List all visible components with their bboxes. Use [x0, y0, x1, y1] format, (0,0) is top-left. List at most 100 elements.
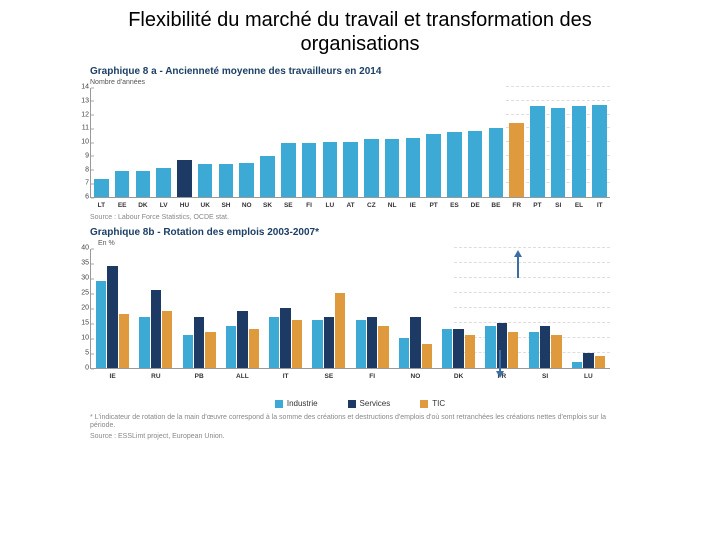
page-title: Flexibilité du marché du travail et tran…: [0, 0, 720, 60]
bar: [364, 139, 379, 197]
x-category-label: IT: [589, 202, 610, 209]
bar-slot: LV: [153, 88, 174, 197]
chart-a-plot: 67891011121314LTEEDKLVHUUKSHNOSKSEFILUAT…: [90, 88, 610, 198]
bar: [119, 314, 129, 368]
x-category-label: PT: [423, 202, 444, 209]
x-category-label: IT: [264, 373, 307, 380]
ytick: 8: [75, 166, 89, 173]
bar: [151, 290, 161, 368]
x-category-label: NL: [382, 202, 403, 209]
bar-group: FI: [351, 249, 394, 368]
chart-a: Graphique 8 a - Ancienneté moyenne des t…: [0, 66, 720, 221]
ytick: 35: [75, 260, 89, 267]
bar: [198, 164, 213, 197]
chart-b-footnote: * L'indicateur de rotation de la main d'…: [90, 414, 630, 431]
bar-group: SE: [307, 249, 350, 368]
x-category-label: AT: [340, 202, 361, 209]
bar-slot: NO: [236, 88, 257, 197]
x-category-label: SE: [278, 202, 299, 209]
legend-label: TIC: [432, 399, 445, 408]
x-category-label: EL: [569, 202, 590, 209]
ytick: 6: [75, 194, 89, 201]
bar-slot: SI: [548, 88, 569, 197]
bar-slot: LU: [319, 88, 340, 197]
bar: [468, 131, 483, 197]
bar: [422, 344, 432, 368]
bar: [139, 317, 149, 368]
x-category-label: UK: [195, 202, 216, 209]
ytick: 10: [75, 335, 89, 342]
chart-b-legend: Industrie Services TIC: [90, 399, 630, 408]
x-category-label: SI: [548, 202, 569, 209]
bar: [312, 320, 322, 368]
bar: [335, 293, 345, 368]
swatch-icon: [275, 400, 283, 408]
bar: [205, 332, 215, 368]
bar: [107, 266, 117, 368]
bar: [367, 317, 377, 368]
bar: [343, 142, 358, 197]
ytick: 5: [75, 350, 89, 357]
bar: [426, 134, 441, 197]
bar-slot: IT: [589, 88, 610, 197]
bar: [540, 326, 550, 368]
bar: [410, 317, 420, 368]
x-category-label: SH: [216, 202, 237, 209]
ytick: 0: [75, 365, 89, 372]
chart-a-title: Graphique 8 a - Ancienneté moyenne des t…: [90, 66, 630, 77]
bar: [378, 326, 388, 368]
bar-slot: SH: [216, 88, 237, 197]
bar: [115, 171, 130, 197]
bar-slot: UK: [195, 88, 216, 197]
bar: [324, 317, 334, 368]
bar-group: ALL: [221, 249, 264, 368]
chart-b-yaxis-label: En %: [98, 240, 630, 247]
bar-slot: EL: [569, 88, 590, 197]
arrow-up-icon: [517, 256, 519, 278]
x-category-label: PB: [178, 373, 221, 380]
x-category-label: IE: [402, 202, 423, 209]
bar: [249, 329, 259, 368]
ytick: 14: [75, 84, 89, 91]
chart-a-source: Source : Labour Force Statistics, OCDE s…: [90, 214, 630, 221]
x-category-label: SI: [524, 373, 567, 380]
bar: [219, 164, 234, 197]
x-category-label: LT: [91, 202, 112, 209]
bar: [583, 353, 593, 368]
bar: [280, 308, 290, 368]
x-category-label: RU: [134, 373, 177, 380]
legend-label: Services: [360, 399, 391, 408]
bar: [237, 311, 247, 368]
ytick: 7: [75, 180, 89, 187]
chart-b-source: Source : ESSLimt project, European Union…: [90, 433, 630, 440]
swatch-icon: [348, 400, 356, 408]
bar: [269, 317, 279, 368]
bar-slot: ES: [444, 88, 465, 197]
bar: [281, 143, 296, 197]
bar-slot: EE: [112, 88, 133, 197]
x-category-label: CZ: [361, 202, 382, 209]
bar: [442, 329, 452, 368]
bar: [592, 105, 607, 197]
bar: [529, 332, 539, 368]
x-category-label: PT: [527, 202, 548, 209]
bar: [399, 338, 409, 368]
bar: [136, 171, 151, 197]
ytick: 13: [75, 97, 89, 104]
x-category-label: FR: [506, 202, 527, 209]
chart-b-plot: 0510152025303540IERUPBALLITSEFINODKFRSIL…: [90, 249, 610, 369]
bar: [485, 326, 495, 368]
bar: [356, 320, 366, 368]
chart-a-yaxis-label: Nombre d'années: [90, 79, 630, 86]
bar: [508, 332, 518, 368]
chart-b: Graphique 8b - Rotation des emplois 2003…: [0, 227, 720, 440]
bar-slot: FI: [299, 88, 320, 197]
x-category-label: BE: [486, 202, 507, 209]
bar: [595, 356, 605, 368]
ytick: 10: [75, 139, 89, 146]
bar: [323, 142, 338, 197]
bar: [292, 320, 302, 368]
swatch-icon: [420, 400, 428, 408]
x-category-label: NO: [236, 202, 257, 209]
bar-slot: LT: [91, 88, 112, 197]
